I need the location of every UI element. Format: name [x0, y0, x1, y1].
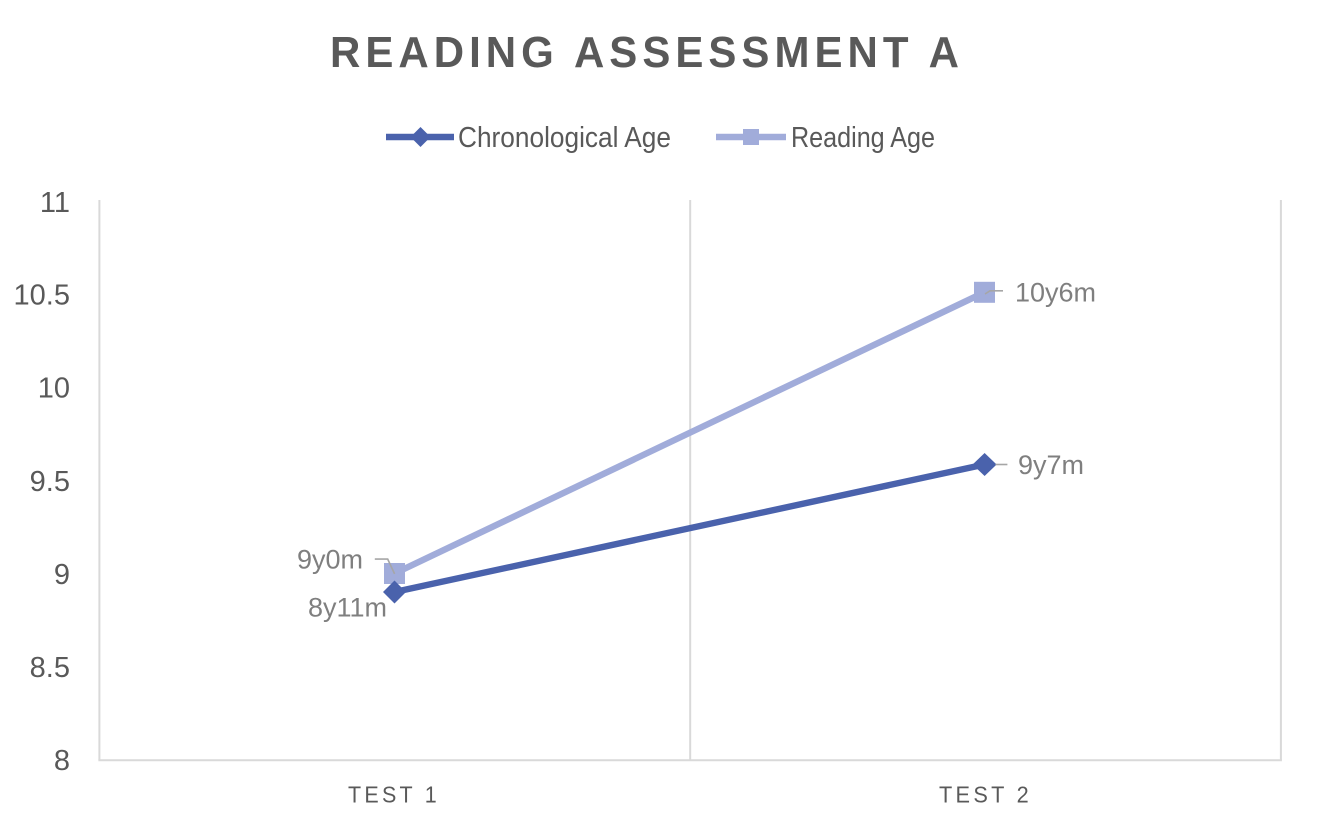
- svg-text:TEST 2: TEST 2: [939, 782, 1032, 808]
- svg-text:9y7m: 9y7m: [1018, 450, 1084, 480]
- svg-text:8: 8: [54, 745, 70, 777]
- svg-text:10: 10: [38, 373, 70, 405]
- svg-text:9y0m: 9y0m: [297, 545, 363, 575]
- svg-text:8y11m: 8y11m: [308, 593, 387, 623]
- svg-text:9.5: 9.5: [30, 466, 70, 498]
- svg-text:Chronological Age: Chronological Age: [458, 122, 671, 154]
- svg-text:10y6m: 10y6m: [1015, 278, 1096, 308]
- svg-text:9: 9: [54, 559, 70, 591]
- svg-text:READING ASSESSMENT A: READING ASSESSMENT A: [330, 29, 964, 77]
- svg-text:TEST 1: TEST 1: [348, 782, 440, 808]
- svg-text:Reading Age: Reading Age: [791, 122, 935, 154]
- svg-text:11: 11: [40, 187, 70, 219]
- svg-text:10.5: 10.5: [14, 280, 70, 312]
- svg-text:8.5: 8.5: [30, 652, 70, 684]
